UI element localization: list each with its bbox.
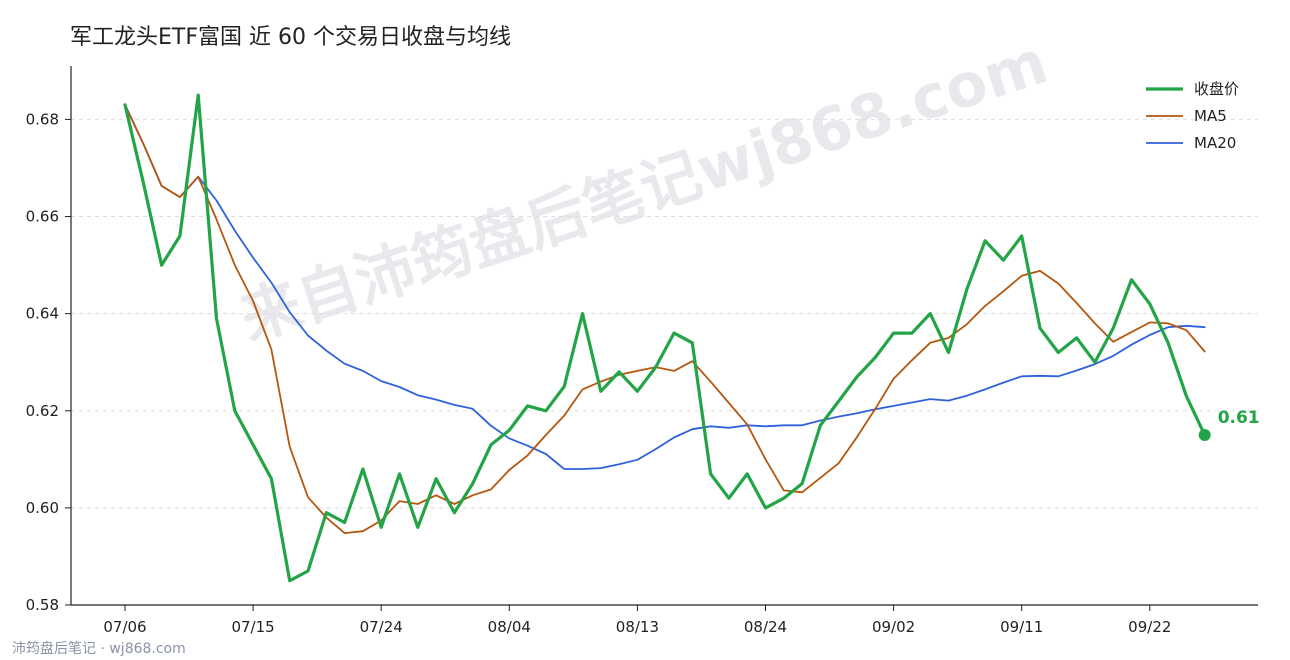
chart-title: 军工龙头ETF富国 近 60 个交易日收盘与均线 [70,25,511,50]
last-point-label: 0.61 [1218,408,1260,428]
legend-label: MA5 [1194,107,1227,125]
last-point-marker [1198,429,1211,442]
legend: 收盘价 MA5 MA20 [1146,80,1239,152]
x-tick-label: 09/22 [1128,618,1171,636]
y-tick-label: 0.64 [26,305,59,323]
y-tick-label: 0.58 [26,596,59,614]
series-line-ma20 [124,103,1206,470]
x-tick-label: 07/15 [231,618,274,636]
legend-label: MA20 [1194,134,1236,152]
y-tick-label: 0.62 [26,402,59,420]
x-tick-label: 07/06 [103,618,146,636]
grid [71,118,1258,509]
y-tick-label: 0.68 [26,110,59,128]
x-tick-label: 08/04 [488,618,531,636]
x-ticks: 07/06 07/15 07/24 08/04 08/13 08/24 09/02 09/11… [103,605,1171,636]
x-tick-label: 07/24 [360,618,403,636]
series-line-close [123,93,1207,583]
y-tick-label: 0.60 [26,499,59,517]
x-tick-label: 09/02 [872,618,915,636]
axes [70,66,1258,606]
x-tick-label: 08/24 [744,618,787,636]
credit-text: 沛筠盘后笔记 · wj868.com [12,640,186,657]
y-ticks: 0.58 0.60 0.62 0.64 0.66 0.68 [26,110,71,614]
watermark: 来自沛筠盘后笔记wj868.com [232,27,1056,354]
series-line-ma5 [124,103,1206,534]
x-tick-label: 08/13 [616,618,659,636]
y-tick-label: 0.66 [26,208,59,226]
x-tick-label: 09/11 [1000,618,1043,636]
legend-label: 收盘价 [1194,80,1239,98]
last-point: 0.61 [1198,408,1260,442]
series-lines [123,93,1207,583]
